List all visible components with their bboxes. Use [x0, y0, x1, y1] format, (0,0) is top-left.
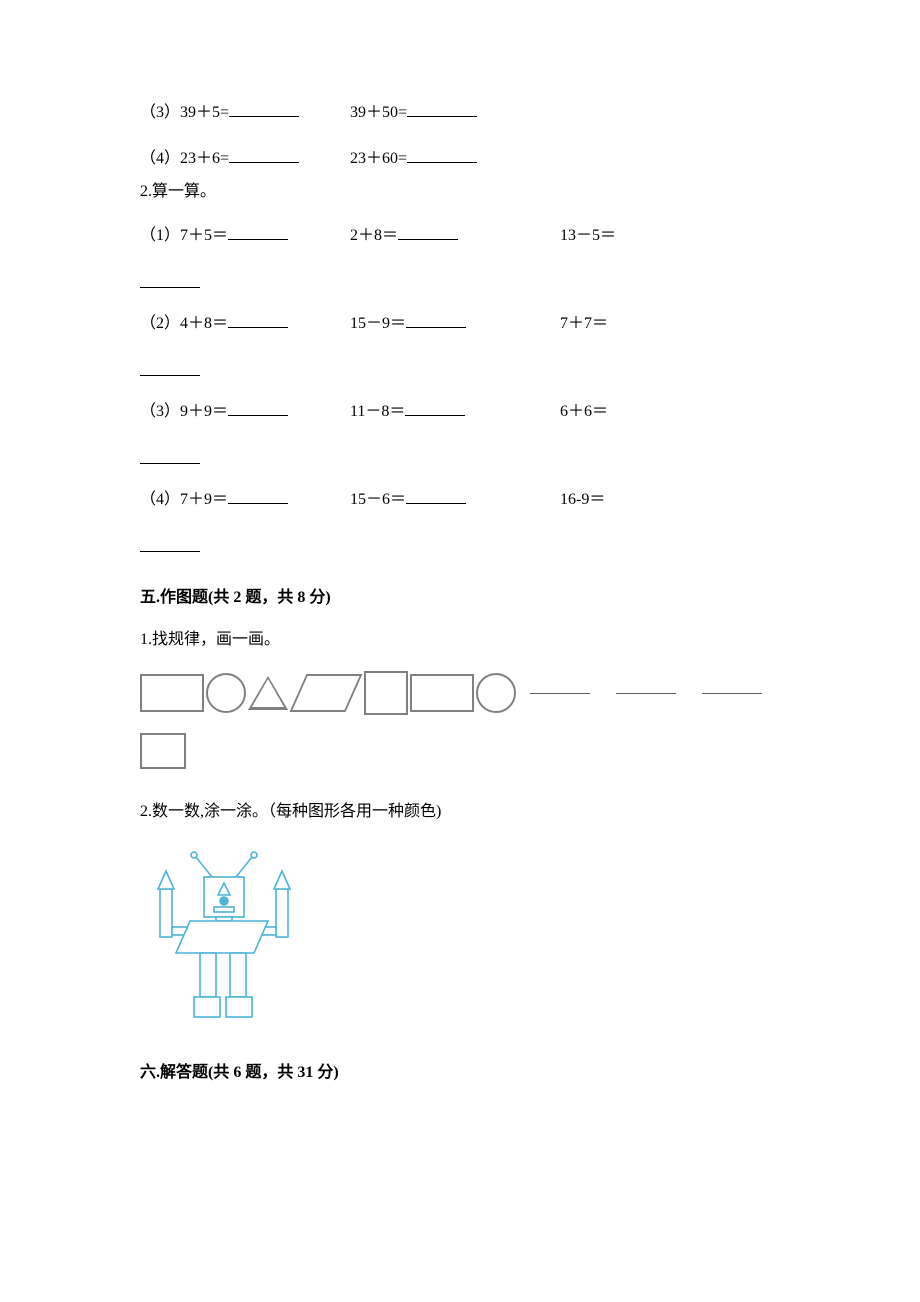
calc-prev-3b: 39＋50= — [350, 100, 560, 126]
label: 15－6＝ — [350, 491, 406, 508]
blank[interactable] — [228, 313, 288, 328]
blank[interactable] — [140, 273, 200, 288]
calc2-3c: 6＋6＝ — [560, 399, 700, 425]
calc-prev-4a: （4）23＋6= — [140, 146, 350, 172]
calc2-1c: 13－5＝ — [560, 223, 700, 249]
label: 39＋50= — [350, 104, 407, 121]
pattern-sequence-tail — [140, 733, 780, 769]
square-icon — [364, 671, 408, 715]
blank[interactable] — [228, 401, 288, 416]
rectangle-icon — [140, 674, 204, 712]
label: 15－9＝ — [350, 315, 406, 332]
label: 23＋60= — [350, 150, 407, 167]
label: （3）9＋9＝ — [140, 403, 228, 420]
calc2-4a: （4）7＋9＝ — [140, 487, 350, 513]
circle-icon — [476, 673, 516, 713]
blank[interactable] — [140, 449, 200, 464]
calc2-3b: 11－8＝ — [350, 399, 560, 425]
pattern-sequence — [140, 671, 780, 715]
label: （3）39＋5= — [140, 104, 229, 121]
label: （4）23＋6= — [140, 150, 229, 167]
calc2-1b: 2＋8＝ — [350, 223, 560, 249]
blank[interactable] — [229, 102, 299, 117]
pattern-blank[interactable] — [702, 693, 762, 694]
calc-row: （4）23＋6= 23＋60= — [140, 146, 780, 172]
section6-heading: 六.解答题(共 6 题，共 31 分) — [140, 1058, 780, 1082]
calc2-row: （2）4＋8＝ 15－9＝ 7＋7＝ — [140, 311, 780, 337]
label: 2＋8＝ — [350, 227, 398, 244]
calc2-2b: 15－9＝ — [350, 311, 560, 337]
blank[interactable] — [228, 489, 288, 504]
robot-svg — [140, 843, 310, 1023]
blank[interactable] — [140, 537, 200, 552]
label: （1）7＋5＝ — [140, 227, 228, 244]
section5-q2: 2.数一数,涂一涂。（每种图形各用一种颜色) — [140, 797, 780, 821]
calc-prev-4b: 23＋60= — [350, 146, 560, 172]
pattern-blank[interactable] — [616, 693, 676, 694]
rectangle-icon — [140, 733, 186, 769]
calc2-4c: 16-9＝ — [560, 487, 700, 513]
label: 11－8＝ — [350, 403, 405, 420]
calc2-2a: （2）4＋8＝ — [140, 311, 350, 337]
blank[interactable] — [228, 225, 288, 240]
label: 6＋6＝ — [560, 403, 608, 420]
q2-label: 2.算一算。 — [140, 177, 780, 201]
calc2-4b: 15－6＝ — [350, 487, 560, 513]
calc-prev-3a: （3）39＋5= — [140, 100, 350, 126]
label: 7＋7＝ — [560, 315, 608, 332]
blank[interactable] — [398, 225, 458, 240]
robot-figure — [140, 843, 780, 1028]
blank[interactable] — [140, 361, 200, 376]
calc2-row: （3）9＋9＝ 11－8＝ 6＋6＝ — [140, 399, 780, 425]
blank[interactable] — [405, 401, 465, 416]
blank[interactable] — [406, 489, 466, 504]
parallelogram-icon — [290, 674, 363, 712]
blank[interactable] — [407, 102, 477, 117]
rectangle-icon — [410, 674, 474, 712]
triangle-icon — [248, 676, 288, 710]
calc2-1a: （1）7＋5＝ — [140, 223, 350, 249]
blank[interactable] — [407, 147, 477, 162]
calc2-3a: （3）9＋9＝ — [140, 399, 350, 425]
label: 13－5＝ — [560, 227, 616, 244]
section5-q1: 1.找规律，画一画。 — [140, 625, 780, 649]
pattern-blank[interactable] — [530, 693, 590, 694]
section5-heading: 五.作图题(共 2 题，共 8 分) — [140, 583, 780, 607]
label: （2）4＋8＝ — [140, 315, 228, 332]
blank[interactable] — [406, 313, 466, 328]
calc2-row: （1）7＋5＝ 2＋8＝ 13－5＝ — [140, 223, 780, 249]
blank[interactable] — [229, 147, 299, 162]
calc2-row: （4）7＋9＝ 15－6＝ 16-9＝ — [140, 487, 780, 513]
label: 16-9＝ — [560, 491, 605, 508]
calc2-2c: 7＋7＝ — [560, 311, 700, 337]
label: （4）7＋9＝ — [140, 491, 228, 508]
calc-row: （3）39＋5= 39＋50= — [140, 100, 780, 126]
circle-icon — [206, 673, 246, 713]
